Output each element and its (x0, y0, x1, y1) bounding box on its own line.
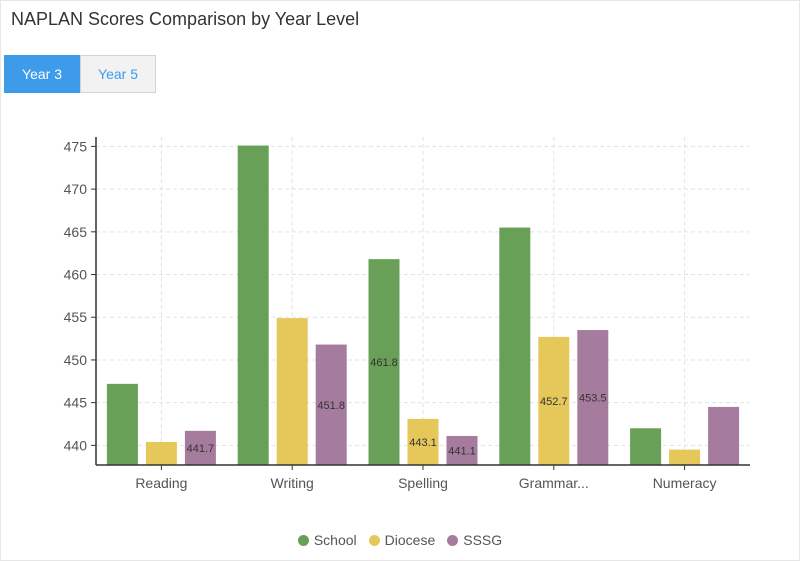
tab-year-3[interactable]: Year 3 (4, 55, 80, 93)
x-tick-label: Grammar... (519, 475, 589, 491)
legend-swatch (368, 534, 380, 546)
y-tick-label: 450 (64, 352, 88, 368)
y-tick-label: 455 (64, 309, 88, 325)
page-title: NAPLAN Scores Comparison by Year Level (11, 9, 360, 29)
x-tick-label: Writing (271, 475, 314, 491)
y-tick-label: 445 (64, 395, 88, 411)
y-tick-label: 470 (64, 181, 88, 197)
bar-value-label: 441.1 (448, 445, 476, 457)
bar-value-label: 453.5 (579, 393, 607, 405)
legend-item-school[interactable]: School (297, 532, 357, 548)
legend-label: Diocese (384, 532, 436, 548)
legend-swatch (297, 534, 309, 546)
x-tick-label: Numeracy (653, 475, 717, 491)
bar-diocese (538, 336, 570, 465)
bar-value-label: 461.8 (370, 357, 398, 369)
x-tick-label: Spelling (398, 475, 448, 491)
tab-year-5[interactable]: Year 5 (80, 55, 156, 93)
y-tick-label: 460 (64, 267, 88, 283)
bar-value-label: 452.7 (540, 396, 568, 408)
bar-value-label: 443.1 (409, 437, 437, 449)
bar-diocese (669, 449, 701, 465)
bar-diocese (145, 441, 177, 465)
y-tick-label: 475 (64, 138, 88, 154)
bar-sssg (708, 406, 740, 465)
legend: School Diocese SSSG (0, 532, 800, 548)
legend-item-diocese[interactable]: Diocese (368, 532, 436, 548)
bar-diocese (407, 418, 439, 465)
legend-swatch (447, 534, 459, 546)
x-tick-label: Reading (135, 475, 187, 491)
bar-school (106, 383, 138, 465)
bar-sssg (184, 430, 216, 465)
bar-value-label: 441.7 (187, 443, 215, 455)
bar-school (499, 227, 531, 465)
y-tick-label: 440 (64, 437, 88, 453)
bar-sssg (577, 330, 609, 465)
bar-sssg (446, 435, 478, 465)
bar-school (630, 428, 662, 465)
bar-school (237, 145, 269, 465)
bar-diocese (276, 318, 308, 465)
bar-school (368, 259, 400, 465)
bar-sssg (315, 344, 347, 465)
legend-item-sssg[interactable]: SSSG (447, 532, 502, 548)
legend-label: School (313, 532, 357, 548)
legend-label: SSSG (463, 532, 503, 548)
year-tabs: Year 3 Year 5 (4, 55, 156, 93)
bar-value-label: 451.8 (317, 400, 345, 412)
y-tick-label: 465 (64, 224, 88, 240)
